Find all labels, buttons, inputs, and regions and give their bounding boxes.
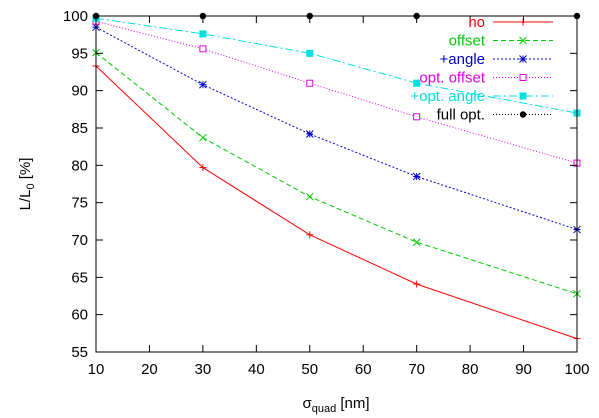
y-tick-label: 80 xyxy=(71,157,88,174)
legend-item: no xyxy=(468,14,553,31)
legend: no offset+angle opt. offset+opt. angle full… xyxy=(410,14,553,124)
data-point xyxy=(412,238,421,247)
y-tick-label: 70 xyxy=(71,232,88,249)
legend-item: +opt. angle xyxy=(410,88,553,105)
legend-label: +angle xyxy=(440,51,485,68)
marker-stroke xyxy=(199,80,207,89)
x-tick-label: 30 xyxy=(195,361,212,378)
x-tick-label: 60 xyxy=(355,361,372,378)
x-axis-label-base: σ xyxy=(302,395,312,412)
data-point xyxy=(199,45,207,53)
legend-label: opt. offset xyxy=(419,70,485,87)
legend-label: no xyxy=(468,14,485,31)
data-point xyxy=(412,172,421,181)
marker-stroke xyxy=(519,55,527,63)
data-point xyxy=(413,280,421,288)
data-point xyxy=(305,130,314,138)
data-point xyxy=(199,30,207,38)
y-tick-label: 60 xyxy=(71,307,88,324)
y-tick-label: 95 xyxy=(71,45,88,62)
legend-item: +angle xyxy=(440,51,553,68)
marker-stroke xyxy=(519,36,527,45)
data-point xyxy=(199,80,207,89)
x-tick-label: 100 xyxy=(564,361,589,378)
y-axis-label-sub: 0 xyxy=(25,183,37,189)
x-tick-label: 80 xyxy=(462,361,479,378)
x-axis-label: σquad [nm] xyxy=(302,395,369,415)
y-tick-label: 100 xyxy=(63,8,88,25)
x-tick-label: 50 xyxy=(301,361,318,378)
legend-marker xyxy=(519,55,527,63)
data-point xyxy=(306,79,314,87)
data-point xyxy=(306,231,314,239)
series-line xyxy=(95,52,578,295)
x-axis-label-sub: quad xyxy=(312,403,336,415)
marker-stroke xyxy=(412,172,421,181)
legend-marker xyxy=(519,74,527,81)
series-2 xyxy=(92,23,581,234)
series-4 xyxy=(92,14,581,117)
x-tick-label: 20 xyxy=(141,361,158,378)
y-axis-label-suffix: [%] xyxy=(17,158,34,184)
y-tick-label: 75 xyxy=(71,195,88,212)
data-point xyxy=(306,49,314,57)
legend-marker xyxy=(519,36,527,45)
x-axis-label-suffix: [nm] xyxy=(336,395,369,412)
x-tick-label: 90 xyxy=(515,361,532,378)
marker-stroke xyxy=(199,133,207,142)
legend-item: offset xyxy=(449,33,553,50)
data-point xyxy=(199,164,207,172)
y-tick-label: 55 xyxy=(71,344,88,361)
legend-item: opt. offset xyxy=(419,70,553,87)
ticks-layer: 10 20 30 40 50 60 70 80 90 100 55 60 65 70 75 80 85 90 95 1… xyxy=(63,8,590,378)
x-tick-label: 70 xyxy=(408,361,425,378)
data-point xyxy=(305,192,314,201)
y-axis-label-base: L/L xyxy=(17,190,34,211)
y-tick-label: 65 xyxy=(71,269,88,286)
marker-stroke xyxy=(412,238,421,247)
series-layer xyxy=(92,12,581,343)
legend-marker xyxy=(519,18,527,26)
data-point xyxy=(413,113,421,121)
data-point xyxy=(199,133,207,142)
data-point xyxy=(413,79,421,87)
series-0 xyxy=(92,62,581,343)
legend-item: full opt. xyxy=(437,107,553,124)
legend-marker xyxy=(519,111,527,118)
series-line xyxy=(95,65,578,340)
plot-frame xyxy=(95,15,578,353)
x-tick-label: 10 xyxy=(88,361,105,378)
legend-marker xyxy=(519,92,527,100)
y-axis-label: L/L0 [%] xyxy=(17,158,37,211)
y-tick-label: 90 xyxy=(71,83,88,100)
series-1 xyxy=(92,48,581,298)
y-tick-label: 85 xyxy=(71,120,88,137)
legend-label: offset xyxy=(449,33,486,50)
series-3 xyxy=(92,17,581,167)
series-line xyxy=(95,26,578,230)
marker-stroke xyxy=(305,192,314,201)
x-tick-label: 40 xyxy=(248,361,265,378)
legend-label: +opt. angle xyxy=(410,88,485,105)
series-line xyxy=(95,20,578,164)
marker-stroke xyxy=(305,130,314,138)
legend-label: full opt. xyxy=(437,107,485,124)
